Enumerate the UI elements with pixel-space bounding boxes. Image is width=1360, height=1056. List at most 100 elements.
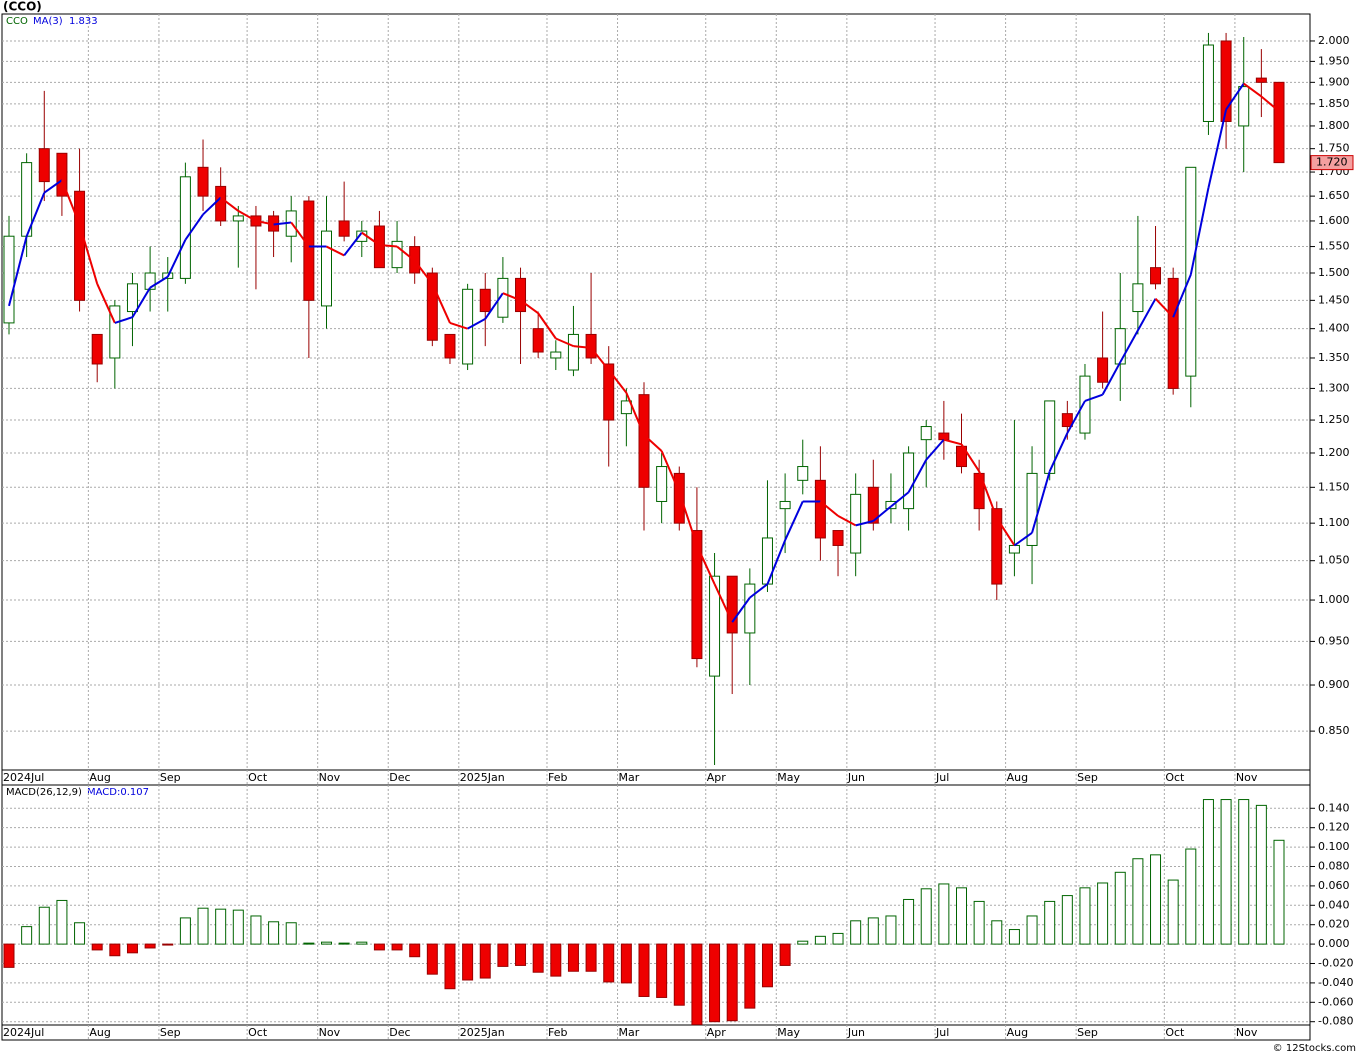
macd-bar — [638, 943, 650, 997]
ma-segment — [43, 179, 63, 194]
candle-body — [215, 185, 227, 222]
y-tick-label: 1.900 — [1318, 75, 1350, 88]
ma-segment — [1243, 82, 1262, 98]
macd-bar — [1255, 804, 1267, 945]
macd-bar — [444, 943, 456, 990]
credit: © 12Stocks.com — [1273, 1043, 1356, 1054]
macd-bar — [497, 943, 509, 967]
legend-ticker: CCO — [6, 16, 28, 27]
macd-bar — [38, 906, 50, 945]
candle-body — [232, 215, 244, 222]
ma-segment — [1013, 531, 1033, 547]
ma-segment — [625, 392, 645, 436]
macd-bar — [603, 943, 615, 983]
y-tick-label: 1.950 — [1318, 54, 1350, 67]
y-tick-label: 0.060 — [1318, 879, 1350, 892]
macd-bar — [74, 922, 86, 945]
ma-segment — [502, 292, 521, 302]
candle-body — [1255, 77, 1267, 83]
ma-segment — [555, 337, 574, 348]
ma-segment — [872, 505, 892, 522]
ma-segment — [326, 245, 345, 257]
x-tick-label: Aug — [89, 1026, 110, 1039]
macd-bar — [620, 943, 632, 984]
candle-body — [673, 472, 685, 524]
candle-body — [726, 575, 738, 634]
candle-body — [1061, 413, 1073, 428]
candle-body — [1079, 375, 1091, 434]
macd-bar — [656, 943, 668, 998]
y-tick-label: 1.650 — [1318, 189, 1350, 202]
y-tick-label: 1.250 — [1318, 413, 1350, 426]
y-tick-label: 1.400 — [1318, 322, 1350, 335]
candle-body — [885, 500, 897, 510]
candle-body — [867, 486, 879, 524]
macd-bar — [1132, 858, 1144, 945]
candle-body — [638, 394, 650, 488]
y-tick-label: 0.950 — [1318, 634, 1350, 647]
y-tick-label: 1.300 — [1318, 381, 1350, 394]
ma-segment — [396, 245, 416, 262]
ma-segment — [519, 299, 539, 315]
candle-body — [126, 283, 138, 313]
y-tick-label: 0.850 — [1318, 724, 1350, 737]
ma-segment — [8, 235, 28, 307]
macd-bar — [56, 899, 68, 945]
macd-bar — [938, 883, 950, 945]
macd-bar — [3, 943, 15, 968]
macd-bar — [285, 922, 297, 945]
macd-bar — [268, 921, 280, 945]
ma-segment — [660, 450, 681, 493]
x-tick-label: Oct — [1165, 771, 1185, 784]
macd-bar — [1202, 799, 1214, 945]
candle-body — [779, 500, 791, 510]
x-tick-label: Dec — [389, 771, 410, 784]
x-tick-label: Sep — [160, 1026, 181, 1039]
candle-body — [1273, 81, 1285, 164]
ma-segment — [1260, 95, 1280, 113]
candle-body — [479, 288, 491, 313]
macd-bar — [179, 917, 191, 945]
candle-body — [567, 333, 579, 371]
macd-bar — [1185, 848, 1197, 945]
ma-segment — [166, 239, 187, 278]
ma-segment — [273, 221, 292, 226]
candle-body — [550, 351, 562, 359]
x-tick-label: Aug — [1007, 771, 1028, 784]
macd-bar — [1079, 887, 1091, 945]
x-tick-label: 2024Jul — [3, 1026, 44, 1039]
x-tick-label: Jun — [847, 1026, 865, 1039]
candle-body — [1026, 472, 1038, 546]
ma-segment — [890, 491, 910, 508]
macd-bar — [215, 908, 227, 945]
candle-body — [3, 235, 15, 324]
ma-segment — [607, 369, 628, 394]
ma-segment — [855, 519, 874, 527]
y-tick-label: 0.900 — [1318, 678, 1350, 691]
candle-body — [91, 333, 103, 365]
macd-bar — [91, 943, 103, 951]
x-tick-label: 2025Jan — [460, 771, 505, 784]
candle-body — [391, 240, 403, 269]
ma-segment — [237, 210, 257, 222]
ma-segment — [819, 500, 839, 517]
macd-bar — [761, 943, 773, 988]
ma-segment — [1048, 432, 1069, 472]
candle-body — [515, 277, 527, 313]
x-tick-label: Mar — [619, 1026, 640, 1039]
macd-bar — [885, 915, 897, 945]
macd-bar — [673, 943, 685, 1006]
macd-bar — [956, 887, 967, 945]
y-tick-label: 1.850 — [1318, 97, 1350, 110]
x-tick-label: Feb — [548, 1026, 567, 1039]
y-tick-label: 0.040 — [1318, 898, 1350, 911]
candle-body — [444, 333, 456, 359]
x-tick-label: Sep — [1077, 1026, 1098, 1039]
ma-segment — [131, 287, 151, 318]
x-tick-label: Nov — [1236, 1026, 1258, 1039]
ma-segment — [943, 438, 962, 446]
macd-bar — [250, 915, 262, 945]
candle-body — [991, 508, 1003, 585]
ma-segment — [1225, 83, 1245, 111]
macd-bar — [1220, 799, 1232, 945]
